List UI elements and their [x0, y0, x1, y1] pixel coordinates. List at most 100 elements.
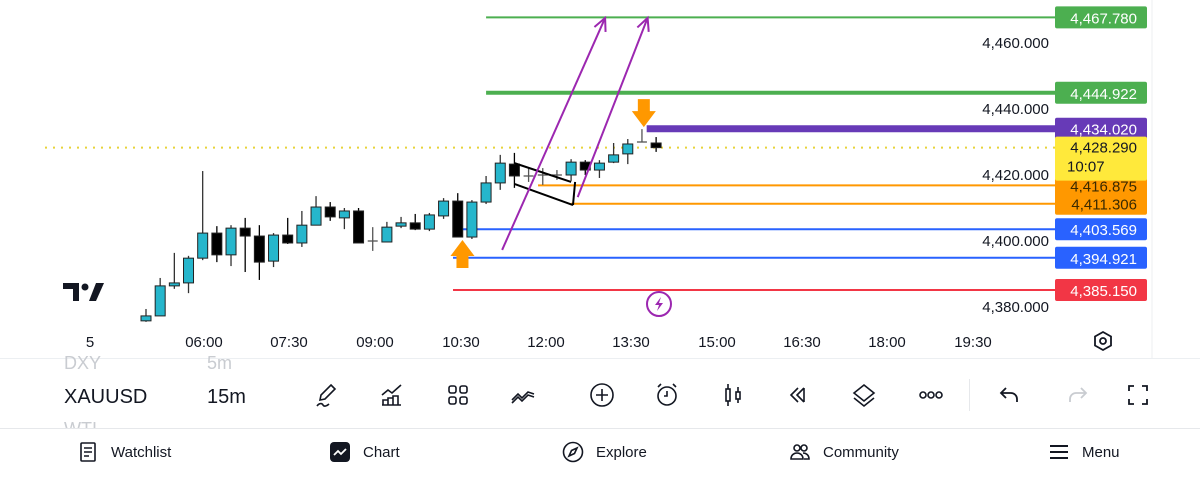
nav-label: Chart [363, 443, 400, 461]
candle-body [211, 232, 223, 256]
price-chart[interactable]: 5 06:00 07:30 09:00 10:30 12:00 13:30 15:00 16:3… [0, 0, 1200, 358]
indicators-button[interactable] [376, 379, 408, 411]
chart-icon [330, 442, 350, 462]
settings-icon[interactable] [1094, 330, 1112, 352]
candle-body [622, 143, 634, 155]
channel-line-upper [514, 162, 572, 183]
symbol-name: XAUUSD [64, 386, 148, 408]
candle-body [268, 234, 280, 262]
symbol-name: WTI [64, 419, 97, 429]
trend-arrow-head [593, 15, 607, 32]
candle-body [282, 234, 294, 244]
nav-label: Community [823, 443, 899, 461]
bottom-toolbar: DXY 5m XAUUSD 15m WTI 30m [0, 353, 1200, 429]
hamburger-icon [1050, 445, 1068, 459]
candle-body [395, 222, 407, 227]
candle-body [593, 162, 605, 171]
plus-circle-icon [590, 383, 614, 407]
symbol-interval: 15m [207, 386, 246, 408]
pencil-icon [316, 383, 337, 407]
candle-body [608, 154, 620, 163]
price-label: 4,467.780 [1070, 10, 1137, 27]
nav-community[interactable]: Community [789, 441, 899, 463]
bar-countdown-label: 10:07 [1067, 159, 1105, 176]
price-label-box [1055, 192, 1147, 215]
add-button[interactable] [586, 379, 618, 411]
symbol-name: DXY [64, 353, 102, 373]
lightning-icon[interactable] [646, 291, 672, 317]
candle-body [494, 162, 506, 184]
nav-explore[interactable]: Explore [562, 441, 647, 463]
price-label: 4,416.875 [1070, 178, 1137, 195]
time-axis-label: 15:00 [698, 334, 736, 351]
current-price-label: 4,428.290 [1070, 140, 1137, 157]
time-axis-label: 10:30 [442, 334, 480, 351]
patterns-icon [511, 391, 535, 404]
grid-icon [448, 385, 468, 405]
candle-body [466, 201, 478, 238]
draw-button[interactable] [311, 379, 343, 411]
nav-menu[interactable]: Menu [1048, 441, 1120, 463]
layout-button[interactable] [442, 379, 474, 411]
price-label-box [1055, 81, 1147, 104]
alert-button[interactable] [651, 379, 683, 411]
trend-arrow-line [501, 17, 607, 251]
replay-button[interactable] [782, 379, 814, 411]
arrow-up-marker [450, 240, 475, 269]
undo-button[interactable] [994, 379, 1026, 411]
price-label: 4,385.150 [1070, 283, 1137, 300]
symbol-next[interactable]: WTI 30m [64, 419, 97, 429]
price-label: 4,411.306 [1071, 197, 1137, 214]
price-axis-label: 4,440.000 [982, 101, 1049, 118]
trend-arrow-head [636, 15, 650, 32]
compass-icon [562, 441, 584, 463]
nav-chart[interactable]: Chart [329, 441, 400, 463]
candle-body [168, 282, 180, 287]
candle-body [310, 206, 322, 226]
price-axis-label-bg [973, 166, 1051, 184]
time-axis-label: 09:00 [356, 334, 394, 351]
candle-body [353, 210, 365, 244]
price-axis-label-bg [973, 100, 1051, 118]
fullscreen-button[interactable] [1122, 379, 1154, 411]
time-axis-label: 18:00 [868, 334, 906, 351]
candle-body [423, 214, 435, 230]
symbol-current[interactable]: XAUUSD 15m [64, 386, 246, 409]
price-label-box [1055, 218, 1147, 241]
nav-label: Watchlist [111, 443, 172, 461]
candle-body [338, 210, 350, 219]
price-axis-label: 4,460.000 [982, 35, 1049, 52]
price-label-box [1055, 279, 1147, 302]
price-label: 4,444.922 [1070, 86, 1137, 103]
price-label-box [1055, 6, 1147, 29]
price-axis-label-bg [973, 34, 1051, 52]
channel-line-right [571, 181, 577, 206]
candle-body [296, 224, 308, 244]
redo-icon [1069, 387, 1088, 402]
candle-body [324, 206, 336, 218]
candle-body [140, 315, 152, 322]
channel-line-lower [514, 182, 574, 206]
patterns-button[interactable] [507, 379, 539, 411]
indicators-icon [381, 384, 402, 406]
time-axis-label: 16:30 [783, 334, 821, 351]
redo-button[interactable] [1061, 379, 1093, 411]
nav-watchlist[interactable]: Watchlist [77, 441, 171, 463]
price-label: 4,434.020 [1070, 122, 1137, 139]
chart-type-button[interactable] [717, 379, 749, 411]
objects-button[interactable] [848, 379, 880, 411]
time-axis-label: 5 [86, 334, 94, 351]
price-label-box [1055, 117, 1147, 140]
symbol-prev[interactable]: DXY 5m [64, 353, 232, 374]
candle-body [565, 161, 577, 176]
layers-icon [852, 383, 876, 408]
candle-body [452, 200, 464, 238]
fullscreen-icon [1128, 385, 1148, 405]
more-button[interactable] [915, 379, 947, 411]
candle-body [183, 257, 195, 284]
candle-body [409, 222, 421, 230]
undo-icon [999, 387, 1018, 402]
candle-body [225, 227, 237, 256]
candle-body [438, 200, 450, 217]
price-label-box [1055, 246, 1147, 269]
